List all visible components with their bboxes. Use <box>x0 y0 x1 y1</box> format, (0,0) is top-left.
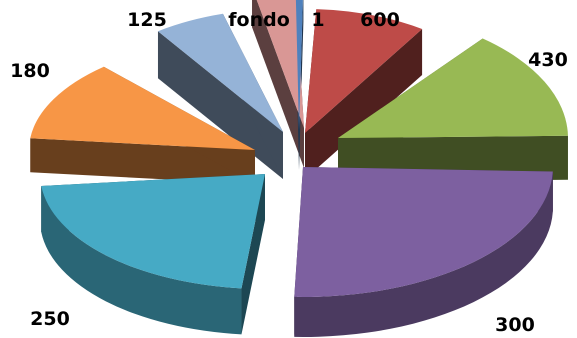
slice-top-430 <box>338 38 568 139</box>
slice-top-180 <box>30 66 255 150</box>
slice-top-250 <box>41 174 265 289</box>
slice-top-600 <box>305 9 423 134</box>
slice-top-300 <box>294 167 553 297</box>
data-label-180: 180 <box>10 60 50 82</box>
data-label-430: 430 <box>528 49 568 71</box>
slice-side-250 <box>41 186 242 335</box>
slice-top-125 <box>157 13 283 133</box>
slice-wall-125-start <box>157 31 283 180</box>
slice-wall-fondo-start <box>252 0 304 168</box>
slice-labels: 600 fondo 1 125 430 180 250 300 <box>10 9 568 336</box>
data-label-1: 1 <box>311 9 324 31</box>
slice-wall-600-end <box>305 29 423 179</box>
slice-top-1 <box>295 0 303 130</box>
data-label-600: 600 <box>360 9 400 31</box>
data-label-300: 300 <box>495 314 535 336</box>
slice-side-300 <box>294 171 553 337</box>
data-label-fondo: fondo <box>228 9 290 31</box>
slice-tops <box>30 0 568 297</box>
data-label-250: 250 <box>30 308 70 330</box>
slice-top-fondo <box>256 0 304 128</box>
data-label-125: 125 <box>127 9 167 31</box>
